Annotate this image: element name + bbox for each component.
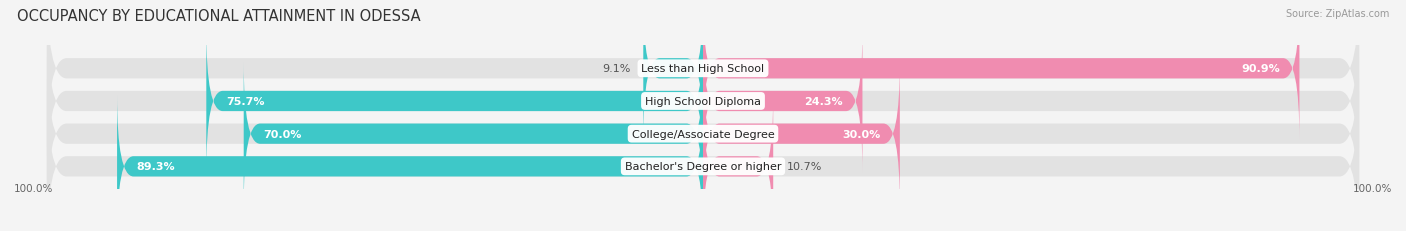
Text: 9.1%: 9.1% <box>602 64 630 74</box>
Text: 100.0%: 100.0% <box>1353 183 1392 193</box>
Text: Less than High School: Less than High School <box>641 64 765 74</box>
Text: 90.9%: 90.9% <box>1241 64 1279 74</box>
FancyBboxPatch shape <box>703 0 1299 140</box>
FancyBboxPatch shape <box>207 30 703 173</box>
FancyBboxPatch shape <box>46 46 1360 222</box>
Text: 89.3%: 89.3% <box>136 162 176 172</box>
FancyBboxPatch shape <box>703 63 900 205</box>
FancyBboxPatch shape <box>703 95 773 231</box>
Text: College/Associate Degree: College/Associate Degree <box>631 129 775 139</box>
Text: 100.0%: 100.0% <box>14 183 53 193</box>
Text: 30.0%: 30.0% <box>842 129 880 139</box>
Text: OCCUPANCY BY EDUCATIONAL ATTAINMENT IN ODESSA: OCCUPANCY BY EDUCATIONAL ATTAINMENT IN O… <box>17 9 420 24</box>
FancyBboxPatch shape <box>243 63 703 205</box>
Text: 24.3%: 24.3% <box>804 97 842 106</box>
Text: Bachelor's Degree or higher: Bachelor's Degree or higher <box>624 162 782 172</box>
Text: High School Diploma: High School Diploma <box>645 97 761 106</box>
FancyBboxPatch shape <box>644 0 703 140</box>
FancyBboxPatch shape <box>703 30 862 173</box>
FancyBboxPatch shape <box>117 95 703 231</box>
FancyBboxPatch shape <box>46 0 1360 157</box>
Text: 10.7%: 10.7% <box>786 162 821 172</box>
Text: 70.0%: 70.0% <box>263 129 302 139</box>
FancyBboxPatch shape <box>46 79 1360 231</box>
FancyBboxPatch shape <box>46 14 1360 189</box>
Text: 75.7%: 75.7% <box>226 97 264 106</box>
Text: Source: ZipAtlas.com: Source: ZipAtlas.com <box>1285 9 1389 19</box>
